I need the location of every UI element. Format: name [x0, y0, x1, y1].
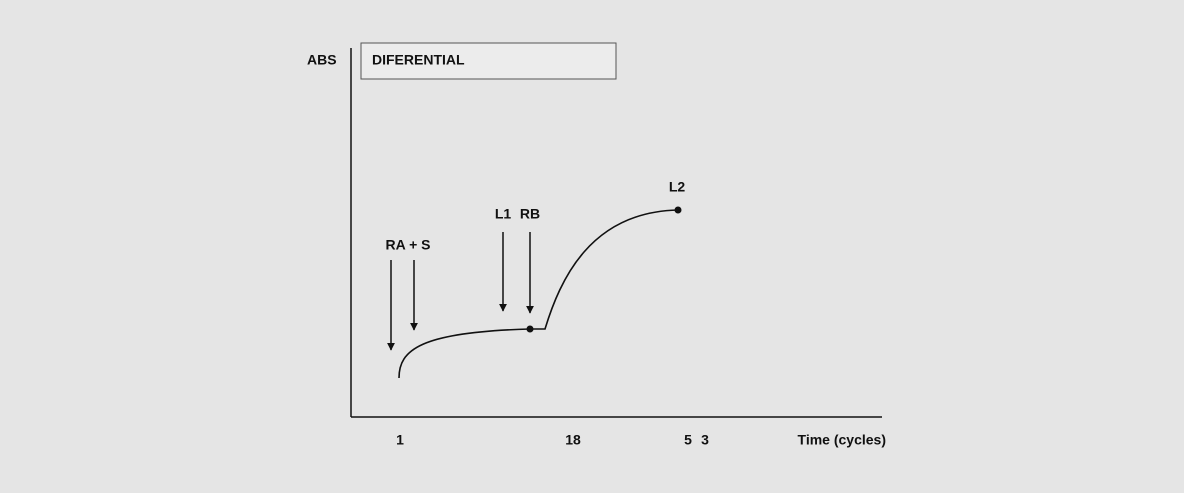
y-axis-label: ABS	[307, 52, 337, 68]
box-title: DIFERENTIAL	[372, 52, 465, 68]
point	[674, 206, 682, 214]
x-label: 18	[565, 432, 581, 448]
annotation: L2	[669, 179, 686, 195]
x-label: 3	[701, 432, 709, 448]
x-label: 1	[396, 432, 404, 448]
annotation: L1	[495, 206, 512, 222]
x-label: 5	[684, 432, 692, 448]
annotation: RB	[520, 206, 540, 222]
title-box	[360, 42, 617, 80]
annotation: RA + S	[386, 237, 431, 253]
reaction-curve	[398, 209, 679, 379]
point	[526, 325, 534, 333]
x-axis-label: Time (cycles)	[798, 432, 886, 448]
